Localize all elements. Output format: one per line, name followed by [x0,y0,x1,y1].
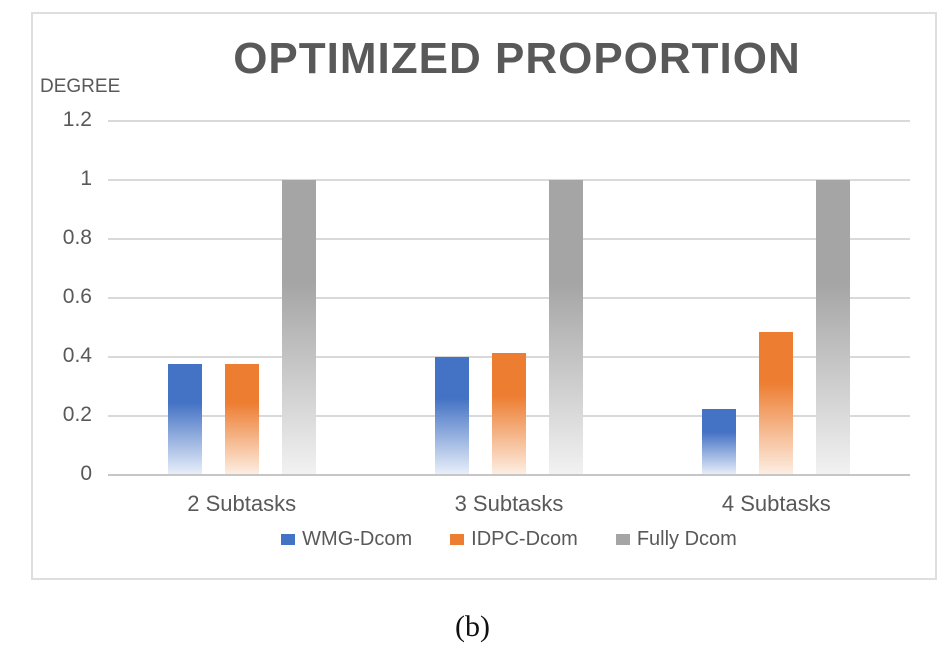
y-axis-label: DEGREE [40,76,121,97]
bar-WMG-Dcom-3 Subtasks [435,357,469,475]
chart-frame [31,12,937,580]
bar-Fully Dcom-3 Subtasks [549,180,583,475]
gridline [108,474,910,476]
category-label: 3 Subtasks [454,491,564,516]
bar-IDPC-Dcom-3 Subtasks [492,352,526,475]
figure-caption: (b) [455,610,490,643]
bar-WMG-Dcom-4 Subtasks [702,408,737,475]
y-tick-label: 1.2 [62,108,92,131]
bar-Fully Dcom-2 Subtasks [281,180,316,475]
y-tick-label: 0.4 [62,344,92,367]
legend: WMG-Dcom IDPC-Dcom Fully Dcom [108,528,910,551]
gridline [108,297,910,299]
y-tick-label: 0 [80,462,92,485]
legend-label: Fully Dcom [636,528,737,550]
bar-WMG-Dcom-2 Subtasks [167,364,202,475]
legend-label: WMG-Dcom [302,528,413,550]
category-label: 2 Subtasks [187,491,297,516]
legend-swatch-icon [615,534,630,545]
y-tick-label: 1 [80,167,92,190]
bar-IDPC-Dcom-2 Subtasks [224,364,259,475]
y-tick-label: 0.6 [62,285,92,308]
gridline [108,120,910,122]
legend-item-IDPC-Dcom: IDPC-Dcom [450,528,578,551]
legend-swatch-icon [450,534,465,545]
y-tick-label: 0.2 [62,403,92,426]
legend-label: IDPC-Dcom [471,528,578,550]
legend-item-Fully Dcom: Fully Dcom [615,528,737,551]
chart-title: OPTIMIZED PROPORTION [233,34,801,83]
gridline [108,179,910,181]
bar-IDPC-Dcom-4 Subtasks [759,331,794,475]
gridline [108,238,910,240]
legend-swatch-icon [281,534,296,545]
legend-item-WMG-Dcom: WMG-Dcom [281,528,412,551]
y-tick-label: 0.8 [62,226,92,249]
category-label: 4 Subtasks [721,491,831,516]
bar-Fully Dcom-4 Subtasks [816,180,851,475]
